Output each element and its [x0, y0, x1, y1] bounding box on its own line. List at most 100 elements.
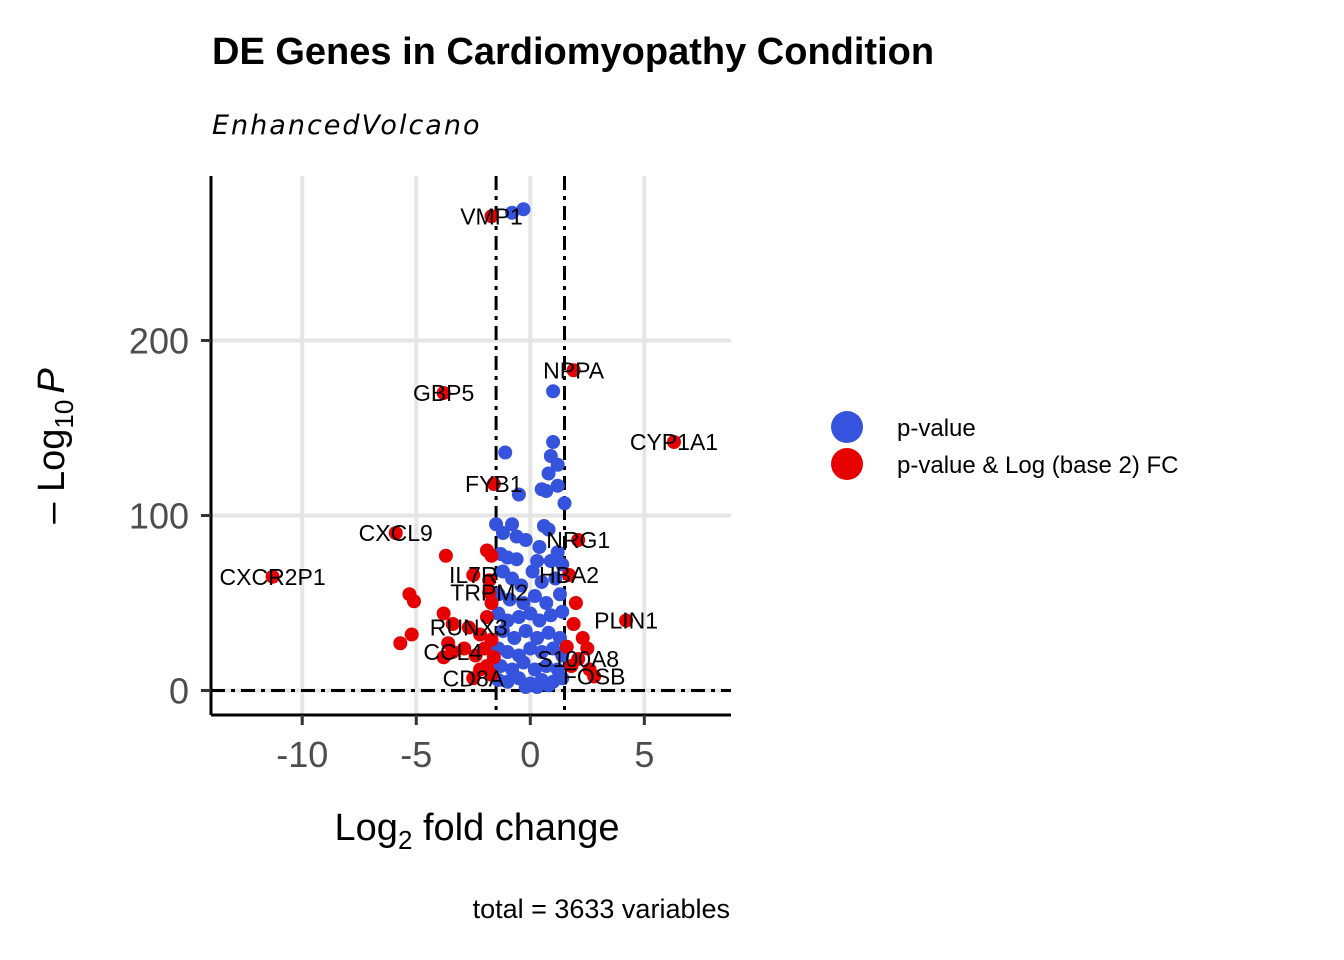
point-p-value	[550, 478, 565, 493]
point-p-value	[516, 596, 531, 610]
data-points	[265, 202, 681, 694]
point-p-value	[514, 578, 529, 593]
gene-label: CYP1A1	[630, 429, 718, 455]
point-p-value-fc	[566, 617, 581, 631]
point-p-value-fc	[466, 671, 481, 686]
point-p-value-fc	[484, 548, 499, 563]
point-p-value-fc	[482, 585, 497, 600]
point-p-value	[539, 484, 554, 498]
point-p-value	[534, 645, 549, 659]
point-p-value	[530, 680, 545, 694]
gene-label: CCL4	[423, 639, 482, 665]
gene-label: CD8A	[443, 665, 505, 691]
gene-label: NRG1	[546, 527, 610, 553]
x-tick-label: 0	[520, 734, 540, 775]
point-p-value-fc	[619, 613, 634, 628]
y-tick-label: 200	[129, 321, 189, 362]
point-p-value-fc	[461, 620, 476, 635]
point-p-value-fc	[484, 632, 499, 647]
point-p-value	[511, 610, 526, 624]
point-p-value-fc	[265, 569, 280, 584]
point-p-value	[500, 674, 515, 689]
cutoff-lines	[211, 176, 731, 715]
point-p-value	[555, 557, 570, 572]
point-p-value	[507, 631, 522, 645]
point-p-value-fc	[482, 573, 497, 588]
y-axis-title: – Log10P	[31, 368, 79, 524]
point-p-value	[495, 526, 510, 540]
chart-title: DE Genes in Cardiomyopathy Condition	[212, 31, 934, 73]
point-p-value-fc	[445, 617, 460, 631]
legend-label: p-value & Log (base 2) FC	[897, 452, 1178, 479]
point-p-value	[498, 445, 513, 460]
gene-label: GBP5	[413, 380, 474, 406]
point-p-value	[500, 613, 515, 628]
gene-label: RUNX3	[430, 615, 508, 641]
point-p-value-fc	[564, 659, 579, 673]
point-p-value-fc	[484, 596, 499, 610]
gene-label: TRPM2	[450, 580, 528, 606]
point-p-value-fc	[393, 636, 408, 651]
point-p-value	[541, 678, 556, 693]
point-p-value	[557, 496, 572, 511]
gene-label: VMP1	[460, 203, 523, 229]
gene-labels: VMP1 NPPA GBP5 CYP1A1 FYB1 CXCL9 NRG1 CXCR2P1 IL…	[220, 203, 719, 691]
point-p-value	[518, 624, 533, 638]
gene-label: HBA2	[539, 562, 599, 588]
point-p-value	[532, 613, 547, 628]
legend-key	[831, 411, 863, 443]
point-p-value	[516, 202, 531, 217]
point-p-value	[518, 680, 533, 694]
point-p-value-fc	[438, 548, 453, 563]
point-p-value-fc	[580, 641, 595, 656]
point-p-value-fc	[436, 386, 451, 400]
point-p-value-fc	[562, 568, 577, 582]
gene-label: S100A8	[537, 646, 619, 672]
gene-label: FOSB	[563, 664, 626, 690]
point-p-value	[543, 554, 558, 568]
point-p-value-fc	[484, 667, 499, 682]
gene-label: CXCL9	[359, 520, 433, 546]
point-p-value-fc	[559, 639, 574, 654]
point-p-value	[532, 540, 547, 554]
point-p-value	[543, 608, 558, 623]
point-p-value-fc	[406, 594, 421, 609]
point-p-value	[550, 457, 565, 472]
legend-label: p-value	[897, 415, 976, 442]
gene-label: FYB1	[465, 471, 523, 497]
gene-label: NPPA	[543, 357, 605, 383]
point-p-value-fc	[457, 641, 472, 656]
legend: p-value p-value & Log (base 2) FC	[831, 411, 1178, 480]
point-p-value	[518, 533, 533, 547]
point-p-value	[541, 522, 556, 537]
gene-label: CXCR2P1	[220, 564, 326, 590]
point-p-value-fc	[436, 606, 451, 621]
x-tick-label: 5	[634, 734, 654, 775]
x-tick-label: -10	[276, 734, 328, 775]
point-p-value	[534, 575, 549, 589]
y-tick-label: 0	[169, 671, 189, 712]
point-p-value	[530, 554, 545, 568]
point-p-value	[527, 662, 542, 677]
point-p-value-fc	[436, 650, 451, 665]
point-p-value	[546, 384, 561, 399]
gene-label: IL7R	[449, 562, 498, 588]
y-tick-label: 100	[129, 496, 189, 537]
point-p-value-fc	[479, 610, 494, 624]
x-tick-label: -5	[400, 734, 432, 775]
point-p-value	[500, 645, 515, 659]
point-p-value	[505, 205, 520, 220]
point-p-value	[539, 596, 554, 610]
chart-subtitle: EnhancedVolcano	[212, 110, 481, 141]
gene-label: PLIN1	[594, 608, 658, 634]
point-p-value-fc	[568, 596, 583, 610]
x-axis-title: Log2 fold change	[335, 807, 620, 855]
point-p-value	[505, 517, 520, 532]
point-p-value-fc	[388, 526, 403, 540]
point-p-value-fc	[666, 435, 681, 449]
point-p-value-fc	[484, 209, 499, 224]
point-p-value-fc	[575, 631, 590, 645]
point-p-value	[555, 604, 570, 619]
